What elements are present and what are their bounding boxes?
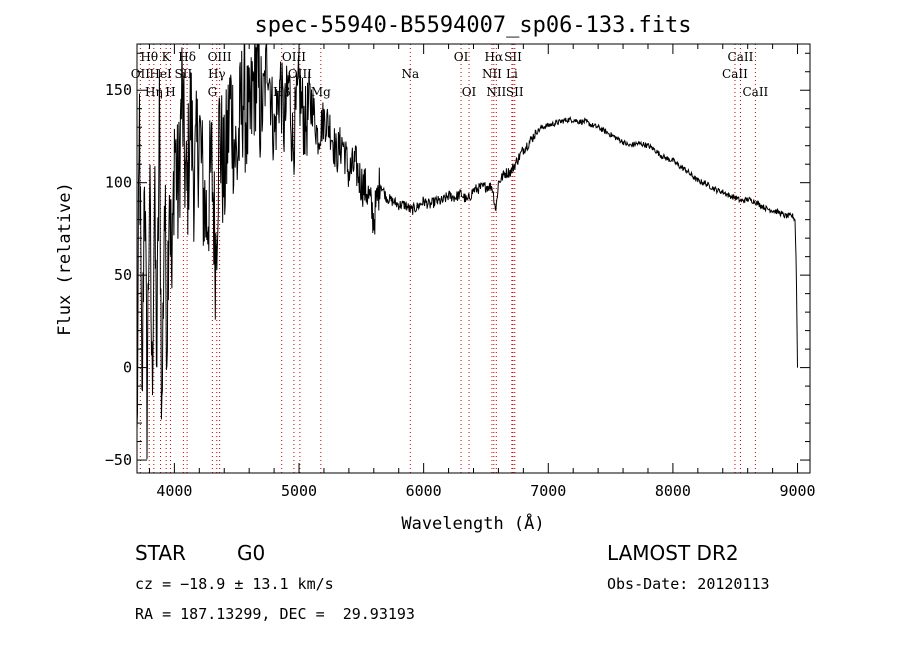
chart-title: spec-55940-B5594007_sp06-133.fits <box>254 13 691 38</box>
line-label-0: Hθ <box>140 50 158 64</box>
line-label-7: SII <box>504 50 522 64</box>
x-tick-label: 5000 <box>281 482 317 500</box>
line-label-15: NII <box>482 67 502 81</box>
line-label-17: CaII <box>722 67 748 81</box>
line-label-4: OIII <box>282 50 306 64</box>
x-axis-label: Wavelength (Å) <box>401 512 544 534</box>
line-label-1: K <box>162 50 172 64</box>
line-label-13: OIII <box>288 67 312 81</box>
line-label-24: NII <box>486 85 506 99</box>
line-label-8: CaII <box>728 50 754 64</box>
line-label-21: Hβ <box>273 85 290 99</box>
line-label-3: OIII <box>208 50 232 64</box>
line-label-5: OI <box>454 50 469 64</box>
y-tick-label: 150 <box>105 81 132 99</box>
line-label-14: Na <box>401 67 419 81</box>
survey-name: LAMOST DR2 <box>607 541 739 565</box>
x-tick-label: 8000 <box>655 482 691 500</box>
line-label-12: Hγ <box>208 67 226 81</box>
line-label-19: H <box>165 85 175 99</box>
line-label-25: SII <box>506 85 524 99</box>
x-tick-label: 7000 <box>530 482 566 500</box>
y-tick-label: 50 <box>114 266 132 284</box>
y-tick-label: −50 <box>105 451 132 469</box>
line-label-18: Hη <box>145 85 163 99</box>
subclass: G0 <box>237 541 266 565</box>
plot-frame <box>136 43 811 474</box>
obs-date: Obs-Date: 20120113 <box>607 575 770 593</box>
line-label-23: OI <box>462 85 477 99</box>
line-label-26: CaII <box>742 85 768 99</box>
x-axis-ticks: 4000 5000 6000 7000 8000 9000 <box>148 44 816 500</box>
line-label-16: Li <box>506 67 518 81</box>
y-axis-label: Flux (relative) <box>55 182 75 336</box>
line-label-11: SII <box>175 67 193 81</box>
y-axis-ticks: −50 0 50 100 150 <box>105 52 810 469</box>
line-label-22: Mg <box>311 85 331 99</box>
line-label-6: Hα <box>485 50 504 64</box>
y-tick-label: 100 <box>105 174 132 192</box>
line-label-9: OII <box>131 67 151 81</box>
x-tick-label: 6000 <box>406 482 442 500</box>
x-tick-label: 9000 <box>779 482 815 500</box>
line-label-20: G <box>208 85 218 99</box>
spectrum-line <box>136 43 798 460</box>
x-tick-label: 4000 <box>156 482 192 500</box>
y-tick-label: 0 <box>123 359 132 377</box>
line-label-10: HeI <box>149 67 172 81</box>
object-class: STAR <box>135 541 186 565</box>
line-label-2: Hδ <box>178 50 196 64</box>
coordinates: RA = 187.13299, DEC = 29.93193 <box>135 605 415 623</box>
redshift-cz: cz = −18.9 ± 13.1 km/s <box>135 575 334 593</box>
spectrum-series <box>136 43 798 460</box>
